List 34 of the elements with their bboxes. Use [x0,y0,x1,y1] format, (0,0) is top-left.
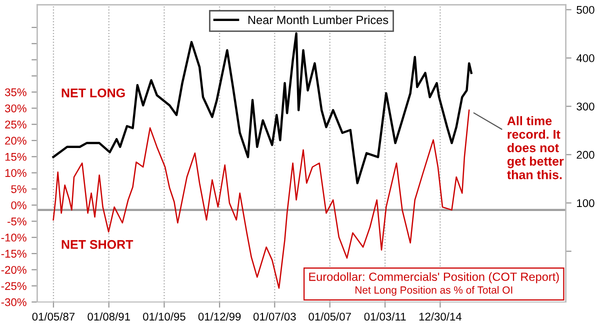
y2-tick-label: 200 [576,150,594,159]
y-tick-label: 15% [5,152,26,161]
annotation: NET LONG [62,88,125,98]
text: Eurodollar: Commercials' Position (COT Report) [309,272,559,284]
y2-tick-label: 400 [576,54,594,62]
text: Net Long Position as % of Total OI [356,286,512,296]
y-tick-label: -30% [1,298,26,306]
x-tick-label: 01/07/03 [253,312,296,321]
x-tick-label: 01/08/91 [88,312,130,321]
x-tick-label: 01/05/07 [308,312,351,321]
y-tick-label: 5% [11,185,26,194]
y2-tick-label: 500 [576,6,594,14]
y2-tick-label: 300 [576,102,594,110]
x-tick-label: 01/03/11 [364,312,406,321]
y-tick-label: 25% [5,120,26,128]
y2-tick-label: 100 [577,199,594,208]
y-tick-label: -10% [1,234,26,242]
line-series [52,32,472,184]
y-tick-label: -20% [1,266,26,274]
y-tick-label: -5% [8,218,26,226]
x-tick-label: 12/30/14 [419,312,462,321]
y-tick-label: 35% [4,88,26,96]
x-tick-label: 01/05/87 [32,312,75,321]
y-tick-label: 30% [4,104,26,112]
legend-label: Near Month Lumber Prices [248,15,388,24]
y-tick-label: 10% [5,169,26,177]
annotation: NET SHORT [62,240,134,249]
x-tick-label: 01/10/95 [143,312,186,321]
x-tick-label: 01/12/99 [198,312,241,321]
y-tick-label: 20% [5,136,26,145]
annotation: All time record. It does not get better than this. [507,116,564,180]
y-tick-label: -15% [1,250,26,258]
y-tick-label: 0% [11,201,26,210]
y-tick-label: -25% [1,282,26,290]
